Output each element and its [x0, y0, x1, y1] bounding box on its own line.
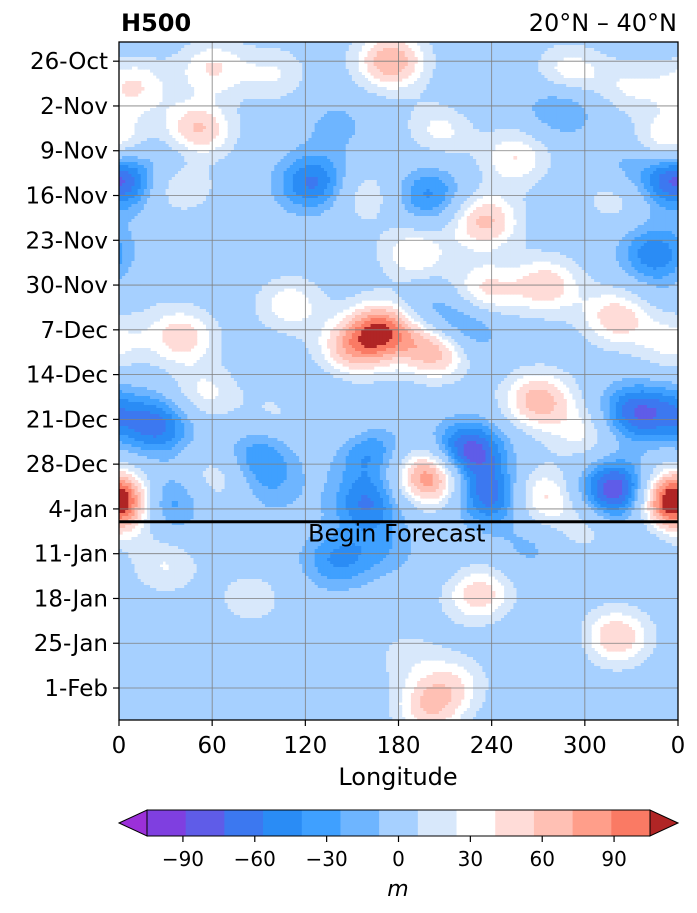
- field-cell: [399, 78, 403, 82]
- field-cell: [560, 57, 564, 61]
- field-cell: [666, 72, 670, 76]
- field-cell: [656, 75, 660, 79]
- field-cell: [672, 69, 676, 73]
- field-cell: [128, 66, 132, 70]
- field-cell: [187, 96, 191, 100]
- field-cell: [203, 48, 207, 52]
- field-cell: [405, 75, 409, 79]
- field-cell: [181, 99, 185, 103]
- field-cell: [172, 102, 176, 106]
- field-cell: [215, 72, 219, 76]
- field-cell: [135, 93, 139, 97]
- field-cell: [197, 51, 201, 55]
